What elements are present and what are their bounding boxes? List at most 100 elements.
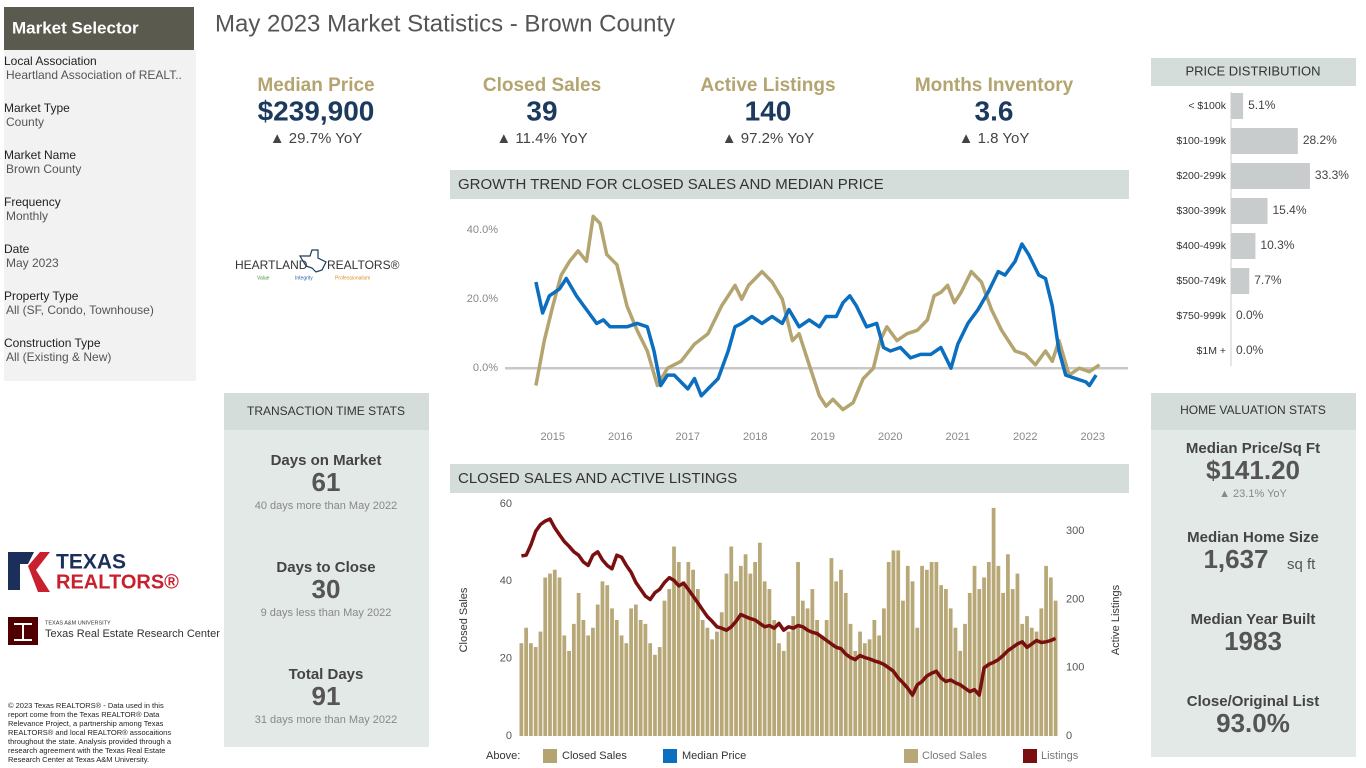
x-tick-label: 2016	[608, 431, 632, 443]
kpi-change: ▲ 1.8 YoY	[959, 130, 1030, 147]
stat-value: 93.0%	[1216, 708, 1290, 738]
x-tick-label: 2019	[811, 431, 835, 443]
bar	[882, 608, 886, 736]
logo-icon	[298, 249, 327, 273]
stat-unit: sq ft	[1287, 556, 1316, 573]
bar	[944, 589, 948, 736]
bar	[571, 623, 576, 736]
bar	[843, 592, 848, 736]
bar	[576, 592, 581, 736]
value-label: 5.1%	[1248, 98, 1276, 112]
bar	[905, 565, 910, 736]
bar	[829, 558, 834, 736]
filter-value: All (Existing & New)	[6, 350, 111, 364]
bar	[619, 635, 624, 736]
copyright: © 2023 Texas REALTORS® - Data used in th…	[8, 701, 164, 710]
category-label: $400-499k	[1176, 240, 1226, 252]
bar	[772, 620, 777, 736]
bar	[695, 589, 700, 736]
bar	[624, 643, 629, 736]
bar	[920, 565, 924, 736]
bar	[581, 620, 586, 736]
filter-value: Monthly	[6, 209, 48, 223]
filter-label: Market Type	[4, 101, 70, 115]
legend-label: Closed Sales	[562, 750, 627, 762]
stat-note: 31 days more than May 2022	[255, 714, 397, 726]
logo-icon	[28, 552, 50, 592]
bar	[1034, 631, 1039, 736]
bar	[910, 581, 915, 736]
section-header	[224, 393, 429, 430]
logo-text: TEXAS	[56, 551, 126, 574]
bar	[1001, 592, 1006, 736]
bar	[963, 623, 967, 736]
x-tick-label: 2018	[743, 431, 767, 443]
section-title: TRANSACTION TIME STATS	[247, 404, 405, 418]
bar	[1231, 128, 1298, 154]
bar	[757, 542, 762, 736]
bar	[948, 608, 953, 736]
bar	[824, 620, 829, 736]
stats-panel	[1151, 430, 1356, 757]
bar	[1020, 623, 1025, 736]
bar	[614, 620, 619, 736]
x-tick-label: 2017	[676, 431, 700, 443]
bar	[557, 577, 562, 736]
stat-label: Days on Market	[271, 452, 382, 469]
bar	[815, 620, 820, 736]
sidebar-title: Market Selector	[12, 18, 139, 37]
category-label: $200-299k	[1176, 170, 1226, 182]
bar	[800, 600, 805, 736]
bar	[939, 585, 944, 736]
kpi-value: 3.6	[975, 95, 1014, 126]
logo-tagline: Value	[257, 275, 270, 281]
category-label: $100-199k	[1176, 135, 1226, 147]
bar	[548, 573, 552, 736]
bar	[657, 647, 662, 736]
axis-title: Closed Sales	[458, 587, 470, 652]
filter-value: May 2023	[6, 256, 59, 270]
stat-change: ▲ 23.1% YoY	[1219, 488, 1287, 500]
bar	[834, 581, 839, 736]
bar	[567, 650, 571, 736]
bar	[648, 643, 653, 736]
bar	[595, 604, 600, 736]
bar	[538, 631, 543, 736]
legend-label: Median Price	[682, 750, 746, 762]
bar	[853, 650, 858, 736]
sidebar-header	[4, 7, 194, 50]
value-label: 7.7%	[1254, 273, 1282, 287]
section-title: GROWTH TREND FOR CLOSED SALES AND MEDIAN…	[458, 176, 884, 193]
bar	[967, 592, 972, 736]
bar	[972, 565, 977, 736]
bar	[653, 654, 657, 736]
bar	[858, 631, 862, 736]
bar	[877, 635, 882, 736]
bar	[1025, 616, 1029, 736]
bar	[1029, 627, 1034, 736]
value-label: 10.3%	[1260, 238, 1294, 252]
bar	[586, 635, 591, 736]
x-tick-label: 2020	[878, 431, 902, 443]
series-line	[521, 517, 1057, 697]
bar	[896, 550, 901, 736]
bar	[872, 620, 877, 736]
bar	[524, 627, 529, 736]
bar	[1231, 233, 1256, 259]
y2-tick-label: 300	[1066, 525, 1084, 537]
x-tick-label: 2023	[1081, 431, 1105, 443]
bar	[676, 562, 681, 736]
stat-label: Median Home Size	[1187, 529, 1319, 546]
kpi-label: Closed Sales	[483, 75, 601, 96]
filter-value: All (SF, Condo, Townhouse)	[6, 303, 154, 317]
x-tick-label: 2021	[946, 431, 970, 443]
value-label: 15.4%	[1272, 203, 1306, 217]
y-tick-label: 40	[500, 575, 512, 587]
bar	[672, 546, 676, 736]
kpi-label: Active Listings	[700, 75, 835, 96]
stat-label: Days to Close	[276, 559, 375, 576]
bar	[1053, 600, 1058, 736]
y2-tick-label: 200	[1066, 593, 1084, 605]
section-header	[1151, 58, 1356, 86]
stat-value: 1983	[1224, 626, 1282, 656]
